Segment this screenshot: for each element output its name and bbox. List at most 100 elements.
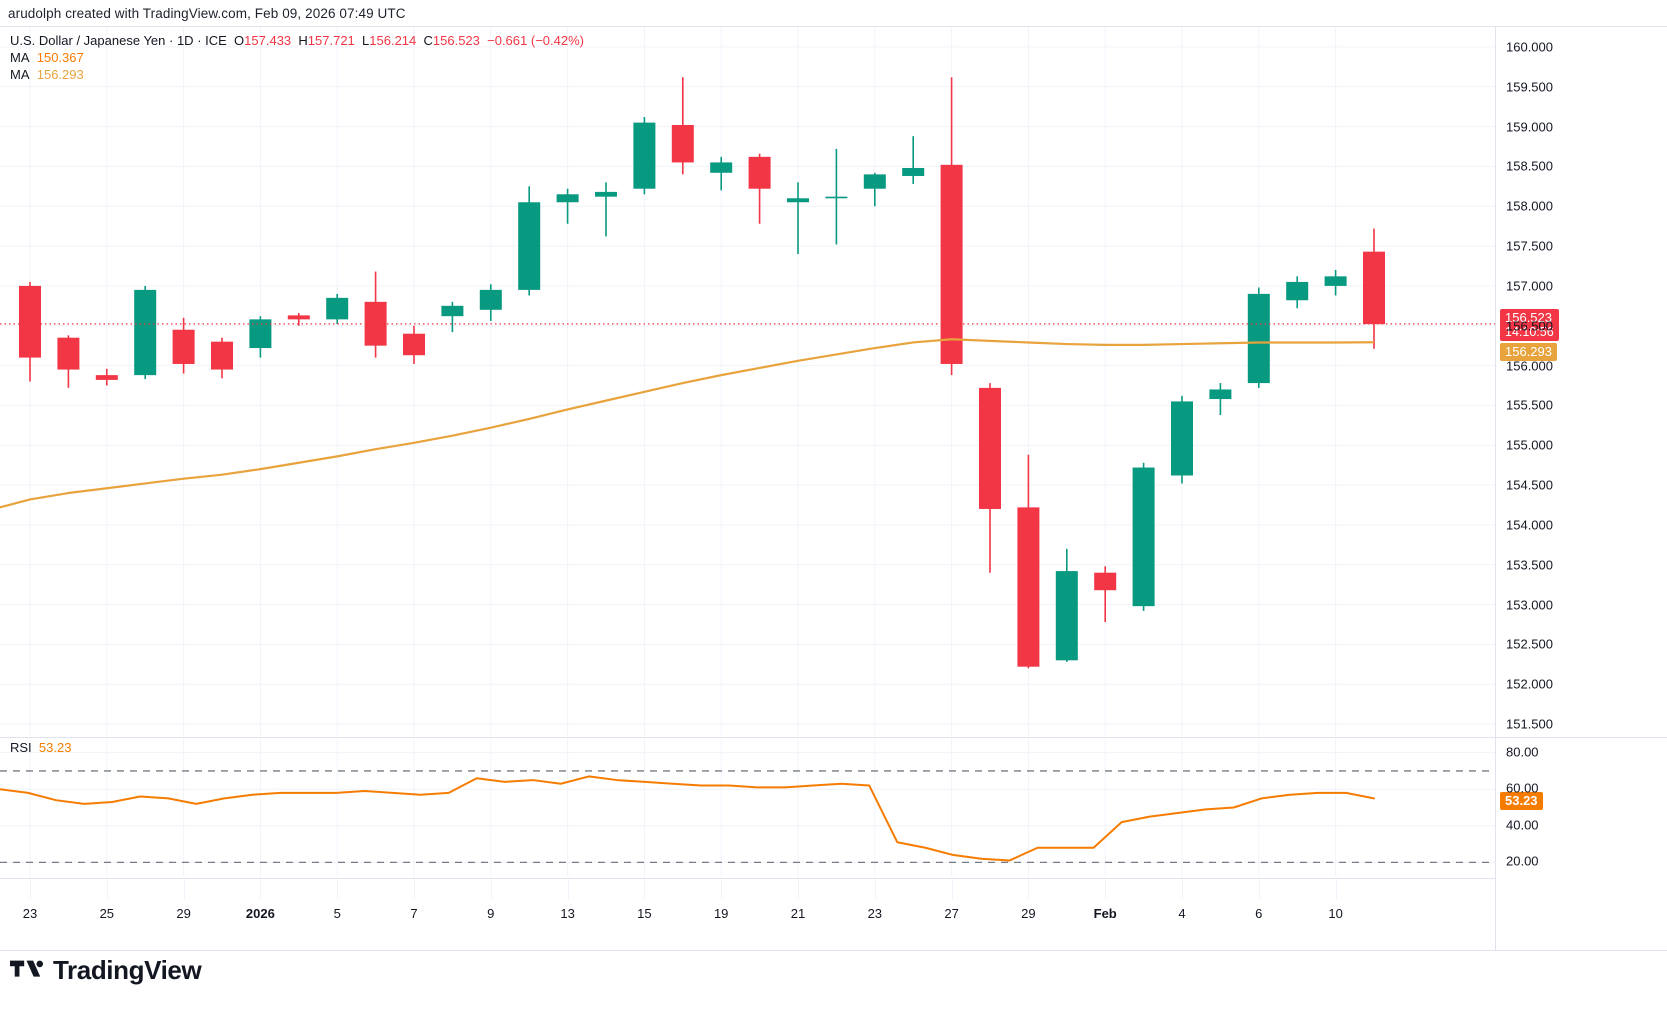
rsi-axis-tick: 40.00 bbox=[1506, 817, 1539, 833]
time-axis-gridline bbox=[874, 879, 876, 899]
time-axis-gridline bbox=[567, 879, 569, 899]
rsi-legend-name: RSI bbox=[10, 740, 32, 755]
time-axis-tick: 15 bbox=[637, 906, 652, 921]
time-axis-tick: 19 bbox=[713, 906, 729, 921]
time-axis-gridline bbox=[490, 879, 492, 899]
time-axis-gridline bbox=[30, 879, 31, 899]
time-axis-tick: 2026 bbox=[245, 906, 275, 921]
time-axis-tick: 29 bbox=[176, 906, 191, 921]
time-axis-gridline bbox=[1335, 879, 1337, 899]
legend-close-value: 156.523 bbox=[432, 33, 480, 48]
price-axis-tick: 154.000 bbox=[1506, 517, 1553, 533]
legend-close-label: C bbox=[423, 33, 433, 48]
time-axis[interactable]: 23 25 29 2026 5 7 9 13 15 19 21 23 27 29 Feb 4 6 10 bbox=[0, 878, 1495, 951]
legend-exchange: ICE bbox=[205, 33, 227, 48]
legend-ma1-row[interactable]: MA 150.367 bbox=[10, 49, 584, 66]
time-axis-gridline bbox=[951, 879, 953, 899]
time-axis-tick: 21 bbox=[790, 906, 806, 921]
ma-price-tag: 156.293 bbox=[1500, 343, 1557, 362]
legend-low-label: L bbox=[362, 33, 370, 48]
legend-sep-1: · bbox=[165, 33, 177, 48]
price-pane[interactable]: U.S. Dollar / Japanese Yen · 1D · ICE O1… bbox=[0, 27, 1495, 736]
rsi-axis-tick: 80.00 bbox=[1506, 744, 1539, 760]
legend-symbol-row: U.S. Dollar / Japanese Yen · 1D · ICE O1… bbox=[10, 32, 584, 49]
time-axis-tick: 9 bbox=[487, 906, 495, 921]
chart-frame: U.S. Dollar / Japanese Yen · 1D · ICE O1… bbox=[0, 26, 1667, 951]
rsi-pane[interactable]: RSI 53.23 bbox=[0, 737, 1495, 877]
time-axis-gridline bbox=[414, 879, 415, 899]
tradingview-logo-icon bbox=[10, 960, 44, 977]
time-axis-gridline bbox=[183, 879, 185, 899]
price-axis-tick: 153.500 bbox=[1506, 557, 1553, 573]
price-axis[interactable]: 156.523 14:10:56 156.293 53.23 160.000 15… bbox=[1495, 27, 1667, 951]
last-price-value: 156.523 bbox=[1505, 309, 1552, 325]
time-axis-gridline bbox=[721, 879, 723, 899]
rsi-value-tag: 53.23 bbox=[1500, 791, 1543, 810]
price-axis-tick: 151.500 bbox=[1506, 716, 1553, 732]
legend-sep-2: · bbox=[193, 33, 206, 48]
legend-interval[interactable]: 1D bbox=[176, 33, 194, 48]
time-axis-tick: 4 bbox=[1178, 906, 1186, 921]
legend-open-value: 157.433 bbox=[244, 33, 292, 48]
attribution-text: arudolph created with TradingView.com, F… bbox=[8, 6, 406, 21]
legend-open-label: O bbox=[234, 33, 245, 48]
price-axis-tick: 155.500 bbox=[1506, 397, 1553, 413]
price-axis-tick: 153.000 bbox=[1506, 597, 1553, 613]
legend-ma1-value: 150.367 bbox=[36, 50, 84, 65]
time-axis-tick: 23 bbox=[22, 906, 38, 921]
time-axis-tick: 13 bbox=[560, 906, 575, 921]
legend-change-value: −0.661 (−0.42%) bbox=[487, 33, 584, 48]
time-axis-tick: Feb bbox=[1093, 906, 1117, 921]
time-axis-tick: 23 bbox=[867, 906, 883, 921]
legend-ma2-row[interactable]: MA 156.293 bbox=[10, 66, 584, 83]
time-axis-gridline bbox=[1105, 879, 1107, 899]
legend-high-label: H bbox=[298, 33, 308, 48]
price-axis-tick: 152.500 bbox=[1506, 636, 1553, 652]
price-axis-tick: 156.000 bbox=[1506, 358, 1553, 374]
last-price-tag: 156.523 14:10:56 bbox=[1500, 308, 1559, 341]
time-axis-gridline bbox=[644, 879, 646, 899]
time-axis-tick: 5 bbox=[333, 906, 341, 921]
price-axis-tick: 158.500 bbox=[1506, 158, 1553, 174]
time-axis-tick: 6 bbox=[1255, 906, 1263, 921]
time-axis-gridline bbox=[337, 879, 339, 899]
time-axis-tick: 25 bbox=[99, 906, 115, 921]
legend-ma1-name: MA bbox=[10, 50, 30, 65]
price-axis-tick: 157.500 bbox=[1506, 238, 1553, 254]
legend-low-value: 156.214 bbox=[369, 33, 417, 48]
legend-ma2-value: 156.293 bbox=[36, 67, 84, 82]
time-axis-tick: 27 bbox=[944, 906, 959, 921]
price-axis-tick: 159.000 bbox=[1506, 119, 1553, 135]
price-axis-tick: 158.000 bbox=[1506, 198, 1553, 214]
footer: TradingView bbox=[10, 955, 202, 986]
legend-high-value: 157.721 bbox=[307, 33, 355, 48]
price-axis-tick: 152.000 bbox=[1506, 676, 1553, 692]
legend-ma2-name: MA bbox=[10, 67, 30, 82]
price-axis-tick: 159.500 bbox=[1506, 79, 1553, 95]
price-axis-tick: 160.000 bbox=[1506, 39, 1553, 55]
time-axis-tick: 29 bbox=[1021, 906, 1036, 921]
time-axis-gridline bbox=[1028, 879, 1030, 899]
rsi-chart-svg bbox=[0, 738, 1495, 877]
rsi-legend[interactable]: RSI 53.23 bbox=[10, 740, 71, 755]
rsi-axis-tick: 20.00 bbox=[1506, 853, 1539, 869]
countdown-timer: 14:10:56 bbox=[1505, 324, 1554, 339]
time-axis-tick: 10 bbox=[1328, 906, 1343, 921]
chart-legend: U.S. Dollar / Japanese Yen · 1D · ICE O1… bbox=[10, 32, 584, 83]
time-axis-gridline bbox=[260, 879, 262, 899]
price-chart-svg bbox=[0, 27, 1495, 736]
time-axis-tick: 7 bbox=[410, 906, 418, 921]
axis-pane-separator bbox=[1496, 737, 1667, 738]
legend-symbol-title[interactable]: U.S. Dollar / Japanese Yen bbox=[10, 33, 166, 48]
time-axis-gridline bbox=[1182, 879, 1183, 899]
time-axis-gridline bbox=[798, 879, 799, 899]
price-axis-tick: 154.500 bbox=[1506, 477, 1553, 493]
rsi-legend-value: 53.23 bbox=[38, 740, 72, 755]
price-axis-tick: 157.000 bbox=[1506, 278, 1553, 294]
tradingview-logo-text: TradingView bbox=[53, 955, 202, 985]
price-axis-tick: 156.500 bbox=[1506, 318, 1553, 334]
time-axis-gridline bbox=[106, 879, 108, 899]
price-axis-tick: 155.000 bbox=[1506, 437, 1553, 453]
time-axis-gridline bbox=[1258, 879, 1260, 899]
